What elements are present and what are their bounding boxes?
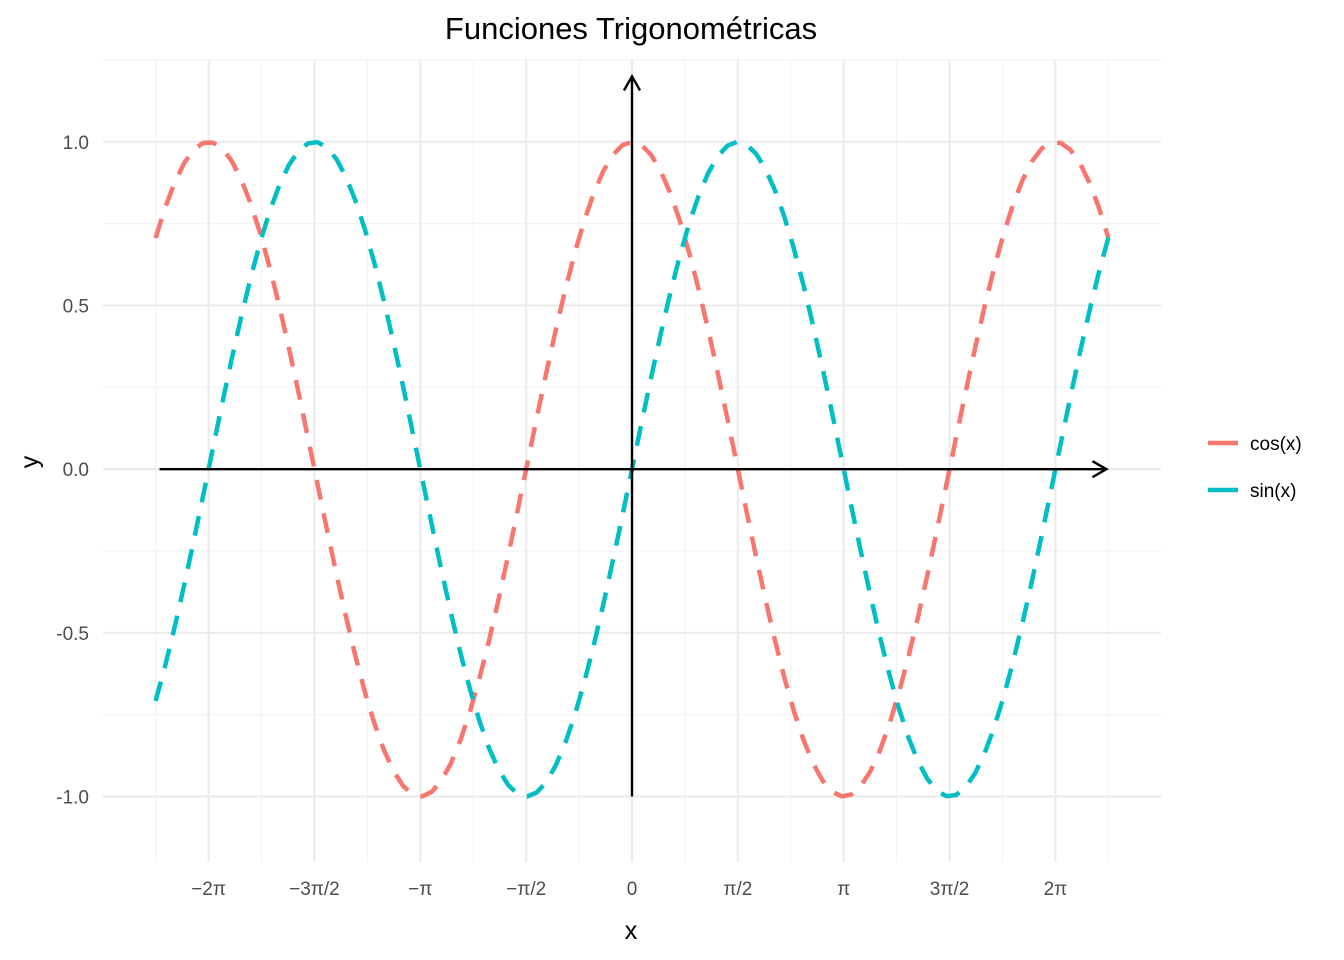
x-tick-label-3: −π/2 [506,879,546,900]
y-tick-labels: -1.0 -0.5 0.0 0.5 1.0 [56,133,89,809]
y-axis-arrowhead [622,73,642,91]
y-tick-label-4: 1.0 [63,133,89,154]
legend: cos(x) sin(x) [1208,434,1302,502]
x-tick-label-5: π/2 [723,879,752,900]
reference-axes [159,73,1109,797]
y-tick-label-0: -1.0 [56,788,89,809]
x-tick-label-2: −π [408,879,432,900]
chart-title: Funciones Trigonométricas [445,11,817,46]
legend-label-cos: cos(x) [1250,434,1302,455]
y-tick-label-3: 0.5 [63,297,89,318]
x-axis-title: x [625,917,638,945]
x-tick-label-6: π [837,879,850,900]
x-tick-label-8: 2π [1044,879,1068,900]
x-tick-label-0: −2π [191,879,226,900]
y-axis-title: y [16,455,44,468]
y-tick-label-1: -0.5 [56,624,89,645]
x-tick-label-7: 3π/2 [930,879,970,900]
y-tick-label-2: 0.0 [63,460,89,481]
x-axis-arrowhead [1091,460,1109,479]
legend-label-sin: sin(x) [1250,481,1296,502]
x-tick-labels: −2π −3π/2 −π −π/2 0 π/2 π 3π/2 2π [191,879,1067,900]
minor-gridlines-x [155,60,1109,862]
x-tick-label-4: 0 [627,879,638,900]
x-tick-label-1: −3π/2 [289,879,340,900]
